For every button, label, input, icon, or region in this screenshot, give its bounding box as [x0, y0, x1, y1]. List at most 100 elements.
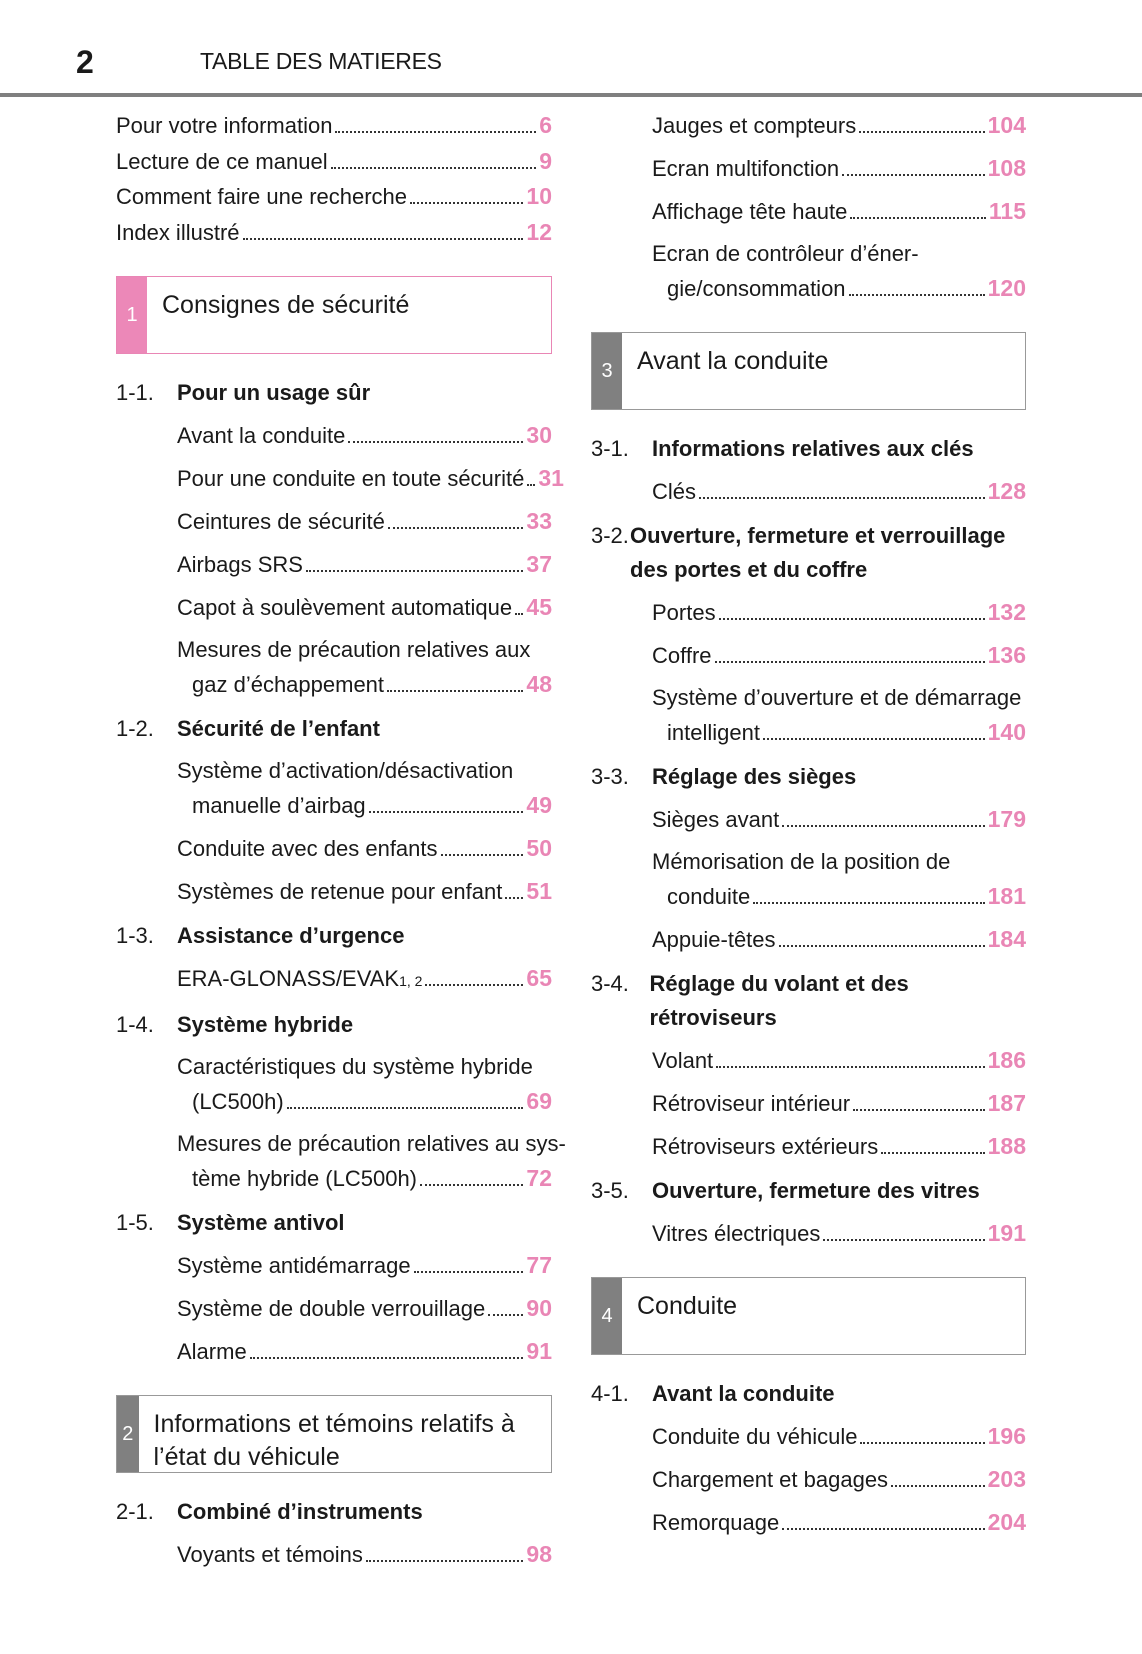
- page-link[interactable]: 128: [987, 478, 1026, 504]
- toc-entry[interactable]: Remorquage 204: [591, 1505, 1026, 1540]
- toc-entry[interactable]: Alarme 91: [116, 1334, 552, 1369]
- section-banner[interactable]: 4 Conduite: [591, 1277, 1026, 1355]
- page-link[interactable]: 187: [987, 1090, 1026, 1116]
- page-link[interactable]: 77: [526, 1252, 552, 1278]
- page-link[interactable]: 204: [987, 1509, 1026, 1535]
- toc-entry[interactable]: Capot à soulèvement automatique 45: [116, 590, 552, 625]
- toc-entry[interactable]: Volant 186: [591, 1043, 1026, 1078]
- toc-entry[interactable]: Comment faire une recherche 10: [116, 179, 552, 215]
- page-link[interactable]: 69: [526, 1088, 552, 1114]
- page-link[interactable]: 12: [526, 218, 552, 245]
- page-link[interactable]: 120: [987, 275, 1026, 301]
- toc-entry[interactable]: Ecran multifonction 108: [591, 151, 1026, 186]
- page-link[interactable]: 33: [526, 508, 552, 534]
- toc-entry[interactable]: Système d’ouverture et de démarrage intel…: [591, 681, 1026, 750]
- toc-entry[interactable]: Vitres électriques 191: [591, 1216, 1026, 1251]
- section-banner[interactable]: 1 Consignes de sécurité: [116, 276, 552, 354]
- toc-entry[interactable]: Conduite avec des enfants 50: [116, 831, 552, 866]
- page-link[interactable]: 10: [526, 183, 552, 209]
- page-link[interactable]: 6: [539, 112, 552, 138]
- page-link[interactable]: 50: [526, 835, 552, 861]
- toc-entry[interactable]: Rétroviseur intérieur 187: [591, 1086, 1026, 1121]
- toc-entry-text: Alarme: [177, 1339, 247, 1364]
- toc-entry[interactable]: Airbags SRS 37: [116, 547, 552, 582]
- page-link[interactable]: 203: [987, 1466, 1026, 1492]
- toc-entry[interactable]: Système de double verrouillage 90: [116, 1291, 552, 1326]
- toc-entry-line: Caractéristiques du système hybride: [177, 1050, 552, 1084]
- section-banner[interactable]: 2 Informations et témoins relatifs à l’ét…: [116, 1395, 552, 1473]
- toc-entry[interactable]: Système d’activation/désactivation manuel…: [116, 754, 552, 823]
- toc-entry-line: manuelle d’airbag 49: [177, 788, 552, 823]
- toc-entry[interactable]: Pour votre information 6: [116, 108, 552, 144]
- page-link[interactable]: 104: [987, 112, 1026, 138]
- section-banner[interactable]: 3 Avant la conduite: [591, 332, 1026, 410]
- page-link[interactable]: 30: [526, 422, 552, 448]
- page-link[interactable]: 136: [987, 642, 1026, 668]
- toc-entry-line: Avant la conduite 30: [177, 418, 552, 453]
- page-link[interactable]: 49: [526, 792, 552, 818]
- chapter-heading[interactable]: 3-2. Ouverture, fermeture et verrouillage…: [591, 519, 1026, 587]
- toc-entry[interactable]: Mesures de précaution relatives au sys-t…: [116, 1127, 566, 1196]
- chapter-heading[interactable]: 3-4. Réglage du volant et des rétroviseur…: [591, 967, 1026, 1035]
- toc-entry-line: Conduite avec des enfants 50: [177, 831, 552, 866]
- toc-entry[interactable]: Clés 128: [591, 474, 1026, 509]
- toc-entry[interactable]: Système antidémarrage 77: [116, 1248, 552, 1283]
- toc-entry[interactable]: Index illustré 12: [116, 215, 552, 251]
- toc-entry[interactable]: Portes 132: [591, 595, 1026, 630]
- dot-leader: [823, 1239, 985, 1241]
- toc-entry[interactable]: Rétroviseurs extérieurs 188: [591, 1129, 1026, 1164]
- page-link[interactable]: 91: [526, 1338, 552, 1364]
- page-link[interactable]: 140: [987, 719, 1026, 745]
- page-link[interactable]: 90: [526, 1295, 552, 1321]
- toc-entry[interactable]: Conduite du véhicule 196: [591, 1419, 1026, 1454]
- toc-entry[interactable]: Caractéristiques du système hybride (LC50…: [116, 1050, 552, 1119]
- page-link[interactable]: 9: [539, 147, 552, 174]
- page-link[interactable]: 188: [987, 1133, 1026, 1159]
- chapter-heading[interactable]: 2-1. Combiné d’instruments: [116, 1495, 552, 1529]
- toc-entry[interactable]: Ecran de contrôleur d’éner-gie/consommat…: [591, 237, 1026, 306]
- page-link[interactable]: 179: [987, 806, 1026, 832]
- chapter-heading[interactable]: 1-5. Système antivol: [116, 1206, 552, 1240]
- chapter-heading[interactable]: 1-2. Sécurité de l’enfant: [116, 712, 552, 746]
- chapter-heading[interactable]: 1-3. Assistance d’urgence: [116, 919, 552, 953]
- chapter-heading[interactable]: 3-1. Informations relatives aux clés: [591, 432, 1026, 466]
- toc-entry[interactable]: Voyants et témoins 98: [116, 1537, 552, 1572]
- toc-entry[interactable]: Jauges et compteurs 104: [591, 108, 1026, 143]
- page-link[interactable]: 196: [987, 1423, 1026, 1449]
- page-link[interactable]: 115: [988, 198, 1026, 224]
- page-link[interactable]: 72: [526, 1165, 552, 1191]
- page-link[interactable]: 132: [987, 599, 1026, 625]
- toc-entry[interactable]: Ceintures de sécurité 33: [116, 504, 552, 539]
- toc-entry-text: Remorquage: [652, 1510, 780, 1535]
- toc-entry[interactable]: Avant la conduite 30: [116, 418, 552, 453]
- toc-entry[interactable]: Chargement et bagages 203: [591, 1462, 1026, 1497]
- page-link[interactable]: 181: [987, 883, 1026, 909]
- toc-entry[interactable]: Mémorisation de la position de conduite 18…: [591, 845, 1026, 914]
- toc-entry[interactable]: Lecture de ce manuel 9: [116, 144, 552, 180]
- section-number-tab: 1: [117, 277, 147, 353]
- toc-entry[interactable]: Sièges avant 179: [591, 802, 1026, 837]
- toc-entry[interactable]: Appuie-têtes 184: [591, 922, 1026, 957]
- toc-entry[interactable]: Systèmes de retenue pour enfant 51: [116, 874, 552, 909]
- page-link[interactable]: 37: [526, 551, 552, 577]
- page-link[interactable]: 184: [987, 926, 1026, 952]
- toc-entry[interactable]: Coffre 136: [591, 638, 1026, 673]
- page-link[interactable]: 191: [987, 1220, 1026, 1246]
- page-link[interactable]: 98: [526, 1541, 552, 1567]
- page-link[interactable]: 45: [526, 594, 552, 620]
- chapter-heading[interactable]: 1-4. Système hybride: [116, 1008, 552, 1042]
- page-link[interactable]: 186: [987, 1047, 1026, 1073]
- page-link[interactable]: 31: [538, 465, 564, 491]
- page-link[interactable]: 108: [987, 155, 1026, 181]
- page-link[interactable]: 51: [526, 878, 552, 904]
- toc-entry[interactable]: ERA-GLONASS/EVAK 1, 2 65: [116, 961, 552, 998]
- chapter-heading[interactable]: 4-1. Avant la conduite: [591, 1377, 1026, 1411]
- page-link[interactable]: 48: [526, 671, 552, 697]
- toc-entry[interactable]: Affichage tête haute 115: [591, 194, 1026, 229]
- chapter-heading[interactable]: 1-1. Pour un usage sûr: [116, 376, 552, 410]
- chapter-heading[interactable]: 3-3. Réglage des sièges: [591, 760, 1026, 794]
- toc-entry[interactable]: Pour une conduite en toute sécurité 31: [116, 461, 564, 496]
- chapter-heading[interactable]: 3-5. Ouverture, fermeture des vitres: [591, 1174, 1026, 1208]
- page-link[interactable]: 65: [526, 965, 552, 991]
- toc-entry[interactable]: Mesures de précaution relatives aux gaz d…: [116, 633, 552, 702]
